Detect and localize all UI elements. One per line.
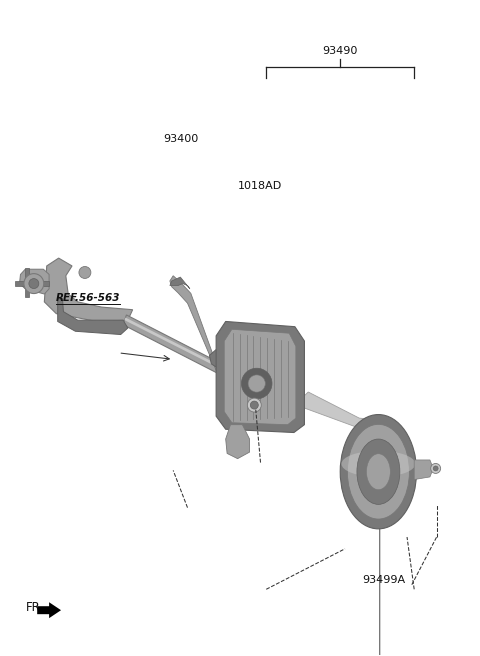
Ellipse shape (357, 439, 400, 504)
Polygon shape (209, 350, 225, 369)
Polygon shape (170, 277, 190, 289)
Circle shape (79, 266, 91, 278)
Text: FR.: FR. (26, 601, 44, 614)
Polygon shape (224, 329, 296, 424)
Polygon shape (371, 419, 382, 656)
Polygon shape (25, 268, 29, 297)
Text: 93499A: 93499A (362, 575, 405, 585)
Circle shape (433, 466, 438, 471)
Circle shape (248, 375, 265, 392)
Ellipse shape (340, 415, 417, 529)
Polygon shape (226, 424, 250, 459)
Text: 93400: 93400 (164, 134, 199, 144)
Ellipse shape (366, 454, 390, 489)
Circle shape (431, 463, 441, 474)
Polygon shape (414, 460, 433, 480)
Polygon shape (170, 276, 217, 374)
Circle shape (251, 401, 258, 409)
Polygon shape (123, 315, 222, 374)
Polygon shape (124, 318, 221, 369)
Polygon shape (216, 321, 304, 432)
Circle shape (241, 368, 272, 399)
Polygon shape (20, 269, 49, 294)
Ellipse shape (348, 424, 409, 519)
Ellipse shape (341, 451, 415, 477)
Circle shape (247, 398, 261, 412)
Circle shape (29, 279, 39, 289)
Circle shape (24, 274, 44, 293)
Polygon shape (37, 602, 61, 618)
Polygon shape (15, 281, 49, 286)
Text: 1018AD: 1018AD (238, 181, 282, 191)
Polygon shape (44, 258, 132, 321)
Text: REF.56-563: REF.56-563 (56, 293, 121, 303)
Polygon shape (58, 298, 128, 335)
Text: 93490: 93490 (323, 47, 358, 56)
Polygon shape (303, 392, 380, 429)
